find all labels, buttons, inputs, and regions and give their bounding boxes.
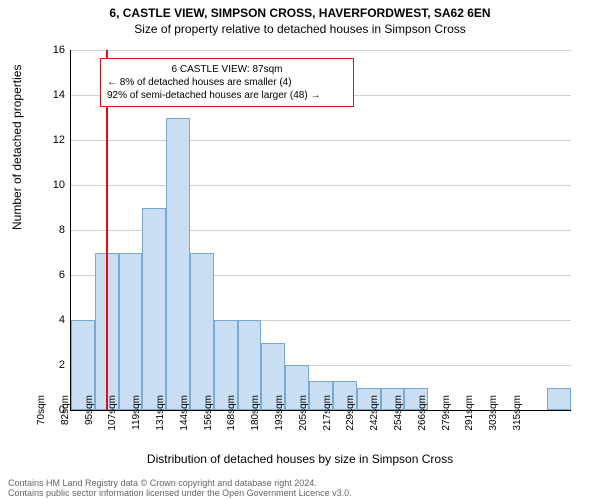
x-tick-label: 266sqm	[417, 395, 428, 445]
callout-line-1: 6 CASTLE VIEW: 87sqm	[107, 63, 347, 76]
histogram-bar	[142, 208, 166, 411]
y-tick-label: 8	[35, 224, 65, 236]
y-tick-label: 14	[35, 89, 65, 101]
histogram-bar	[547, 388, 571, 411]
chart-container: 6, CASTLE VIEW, SIMPSON CROSS, HAVERFORD…	[0, 0, 600, 500]
gridline	[71, 140, 571, 141]
callout-box: 6 CASTLE VIEW: 87sqm ← 8% of detached ho…	[100, 58, 354, 107]
x-tick-label: 254sqm	[393, 395, 404, 445]
y-tick-label: 12	[35, 134, 65, 146]
y-tick-label: 10	[35, 179, 65, 191]
footer-attribution: Contains HM Land Registry data © Crown c…	[8, 478, 352, 498]
footer-line-2: Contains public sector information licen…	[8, 488, 352, 498]
x-tick-label: 291sqm	[464, 395, 475, 445]
histogram-bar	[119, 253, 143, 411]
x-tick-label: 303sqm	[488, 395, 499, 445]
y-tick-label: 16	[35, 44, 65, 56]
x-tick-label: 131sqm	[155, 395, 166, 445]
histogram-bar	[166, 118, 190, 411]
x-tick-label: 168sqm	[226, 395, 237, 445]
y-tick-label: 2	[35, 359, 65, 371]
x-tick-label: 107sqm	[107, 395, 118, 445]
x-tick-label: 205sqm	[298, 395, 309, 445]
y-tick-label: 4	[35, 314, 65, 326]
x-tick-label: 242sqm	[369, 395, 380, 445]
y-tick-label: 6	[35, 269, 65, 281]
gridline	[71, 185, 571, 186]
x-tick-label: 193sqm	[274, 395, 285, 445]
x-tick-label: 315sqm	[512, 395, 523, 445]
callout-line-3: 92% of semi-detached houses are larger (…	[107, 89, 347, 102]
x-tick-label: 82sqm	[60, 395, 71, 445]
x-tick-label: 95sqm	[84, 395, 95, 445]
footer-line-1: Contains HM Land Registry data © Crown c…	[8, 478, 352, 488]
x-tick-label: 119sqm	[131, 395, 142, 445]
x-tick-label: 229sqm	[345, 395, 356, 445]
callout-line-2: ← 8% of detached houses are smaller (4)	[107, 76, 347, 89]
gridline	[71, 50, 571, 51]
x-tick-label: 217sqm	[322, 395, 333, 445]
x-axis-title: Distribution of detached houses by size …	[0, 452, 600, 466]
x-tick-label: 279sqm	[441, 395, 452, 445]
title-subtitle: Size of property relative to detached ho…	[0, 22, 600, 36]
x-tick-label: 70sqm	[36, 395, 47, 445]
x-tick-label: 156sqm	[203, 395, 214, 445]
y-axis-title: Number of detached properties	[10, 65, 24, 230]
x-tick-label: 180sqm	[250, 395, 261, 445]
histogram-bar	[190, 253, 214, 411]
title-address: 6, CASTLE VIEW, SIMPSON CROSS, HAVERFORD…	[0, 6, 600, 20]
x-tick-label: 144sqm	[179, 395, 190, 445]
